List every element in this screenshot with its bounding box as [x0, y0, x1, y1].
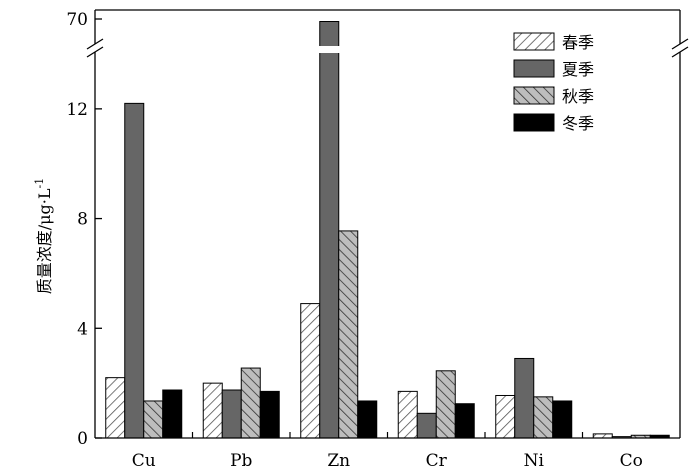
- axis-break-mark: [671, 46, 689, 58]
- y-axis-title-main: 质量浓度/μg·L: [35, 188, 54, 294]
- x-tick-label-cu: Cu: [132, 451, 156, 471]
- bar-cu-1: [124, 102, 145, 439]
- y-tick-label: 70: [66, 10, 88, 30]
- y-tick-label: 8: [77, 210, 88, 230]
- x-tick-label-pb: Pb: [230, 451, 252, 471]
- bars-layer: [105, 21, 670, 439]
- bar-ni-3: [552, 400, 573, 439]
- bar-pb-1: [221, 389, 242, 439]
- axis-break-mark: [671, 38, 689, 50]
- bar-cr-0: [397, 390, 418, 439]
- bar-ni-0: [495, 394, 516, 439]
- legend-label-2: 秋季: [562, 87, 594, 106]
- y-axis-title-sup: -1: [33, 178, 46, 189]
- axis-break-mark: [86, 46, 104, 58]
- bar-pb-0: [202, 382, 223, 439]
- bar-cr-1: [416, 412, 437, 439]
- bar-zn-1: [319, 21, 340, 439]
- axis-break-mark: [86, 38, 104, 50]
- legend-label-1: 夏季: [562, 60, 594, 79]
- legend-swatch-0: [513, 32, 555, 51]
- bar-zn-3: [357, 400, 378, 439]
- bar-pb-3: [259, 390, 280, 439]
- bar-zn-0: [300, 303, 321, 439]
- legend-label-0: 春季: [562, 33, 594, 52]
- x-tick-label-zn: Zn: [327, 451, 350, 471]
- y-tick-label: 0: [77, 429, 88, 449]
- x-axis-labels: Cu Pb Zn Cr Ni Co: [132, 432, 643, 471]
- legend-swatch-2: [513, 86, 555, 105]
- bar-cr-2: [435, 370, 456, 439]
- bar-break-gap: [318, 46, 340, 53]
- bar-cu-2: [143, 400, 164, 439]
- legend-swatch-3: [513, 113, 555, 132]
- y-tick-label: 4: [77, 319, 88, 339]
- plot-frame: [86, 9, 689, 439]
- y-tick-label: 12: [66, 100, 88, 120]
- x-tick-label-ni: Ni: [524, 451, 545, 471]
- legend-swatch-1: [513, 59, 555, 78]
- x-tick-label-co: Co: [620, 451, 643, 471]
- bar-ni-1: [514, 357, 535, 439]
- bar-pb-2: [240, 367, 261, 439]
- y-axis-ticks: 0 4 8 12 70: [66, 10, 102, 449]
- bar-cr-3: [454, 403, 475, 439]
- bar-ni-2: [533, 396, 554, 439]
- bar-cu-0: [105, 377, 126, 439]
- y-axis-title: 质量浓度/μg·L-1: [33, 178, 54, 294]
- bar-cu-3: [162, 389, 183, 439]
- x-tick-label-cr: Cr: [426, 451, 448, 471]
- legend-label-3: 冬季: [562, 114, 594, 133]
- bar-zn-2: [338, 230, 359, 439]
